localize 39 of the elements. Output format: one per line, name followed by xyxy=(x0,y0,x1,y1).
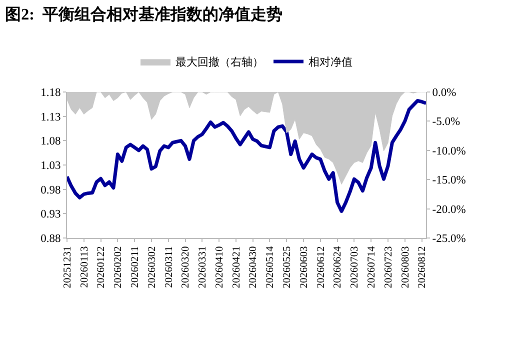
y2-tick-label: -5.0% xyxy=(432,116,461,128)
legend-label: 最大回撤（右轴） xyxy=(176,56,264,69)
x-tick-label: 20260514 xyxy=(265,245,276,288)
line-series xyxy=(67,99,426,213)
x-tick-label: 20260302 xyxy=(146,246,158,288)
y2-tick-label: -15.0% xyxy=(432,174,466,187)
x-tick-label: 20260703 xyxy=(350,246,361,288)
x-tick-label: 20260331 xyxy=(198,246,209,288)
x-tick-label: 20260320 xyxy=(180,246,192,288)
x-tick-label: 20260803 xyxy=(400,246,412,288)
legend-label: 相对净值 xyxy=(308,56,352,69)
x-tick-label: 20260812 xyxy=(417,246,428,288)
x-tick-label: 20260430 xyxy=(248,246,260,288)
x-tick-label: 20260122 xyxy=(96,246,108,288)
y2-tick-label: -10.0% xyxy=(432,145,466,158)
x-tick-label: 20260421 xyxy=(231,246,242,288)
x-tick-label: 20260311 xyxy=(164,246,175,288)
y-tick-label: 1.08 xyxy=(40,136,61,148)
y2-tick-label: -20.0% xyxy=(432,204,466,216)
y2-tick-label: 0.0% xyxy=(432,87,457,100)
y-tick-label: 0.88 xyxy=(40,233,61,246)
x-tick-label: 20260211 xyxy=(130,246,141,288)
x-tick-label: 20260113 xyxy=(79,246,90,288)
x-tick-label: 20260202 xyxy=(113,246,124,288)
y-tick-label: 1.18 xyxy=(40,87,61,100)
y2-tick-label: -25.0% xyxy=(432,233,466,246)
y-tick-label: 0.93 xyxy=(40,208,61,221)
x-tick-label: 20251231 xyxy=(62,246,74,288)
x-tick-label: 20260612 xyxy=(316,246,327,288)
x-tick-label: 20260624 xyxy=(332,245,344,288)
y-tick-label: 1.03 xyxy=(40,160,61,172)
x-tick-label: 20260525 xyxy=(282,246,294,288)
x-tick-label: 20260714 xyxy=(366,245,378,288)
x-tick-label: 20260723 xyxy=(383,246,394,288)
x-tick-label: 20260603 xyxy=(298,246,310,288)
x-tick-label: 20260410 xyxy=(214,246,226,288)
y-tick-label: 1.13 xyxy=(40,111,61,124)
y-tick-label: 0.98 xyxy=(40,184,61,196)
chart-title: 图2: 平衡组合相对基准指数的净值走势 xyxy=(5,6,282,24)
